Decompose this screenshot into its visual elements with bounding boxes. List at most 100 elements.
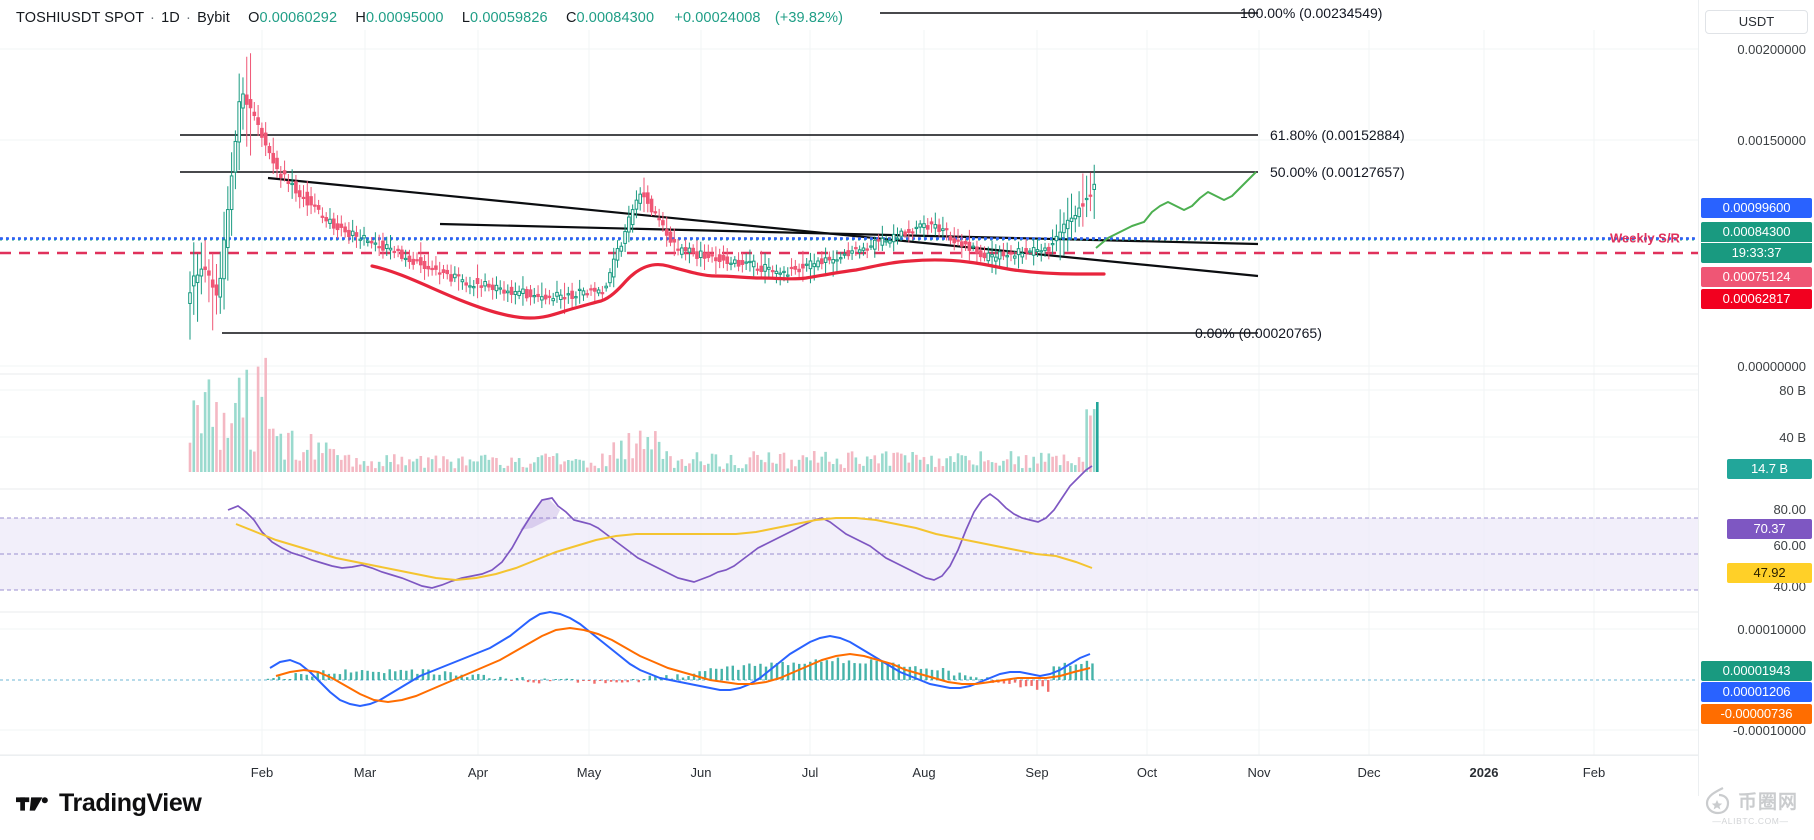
volume-bar	[287, 432, 290, 472]
volume-bar	[828, 461, 831, 472]
tradingview-wordmark: TradingView	[59, 789, 202, 817]
tradingview-logo[interactable]: TradingView	[16, 789, 202, 818]
macd-histogram-bar	[798, 663, 801, 680]
macd-histogram-bar	[615, 680, 618, 683]
candle-body	[1050, 243, 1055, 246]
candle-body	[963, 240, 968, 245]
candle-body	[854, 247, 858, 250]
candle-body	[339, 223, 344, 228]
macd-histogram-bar	[809, 661, 812, 680]
macd-histogram-bar	[1002, 680, 1006, 684]
legend-exchange[interactable]: Bybit	[197, 10, 230, 26]
volume-bar	[332, 449, 336, 472]
volume-bar	[1077, 457, 1081, 472]
macd-histogram-bar	[620, 680, 624, 683]
volume-bar	[986, 460, 990, 472]
candle-body	[279, 173, 283, 179]
rsi-value-badge[interactable]: 70.37	[1727, 519, 1812, 539]
volume-bar	[737, 468, 740, 472]
watermark-text-cn: 币圈网	[1737, 791, 1798, 813]
candle-body	[782, 270, 786, 274]
trendline-upper	[267, 176, 1259, 278]
macd-histogram-bar	[654, 675, 657, 680]
volume-bar	[990, 462, 994, 472]
volume-bar	[926, 464, 930, 472]
candle-body	[422, 260, 427, 270]
volume-bar	[514, 461, 517, 472]
macd-histogram-bar	[543, 678, 546, 680]
macd-histogram-bar	[488, 678, 491, 680]
rsi-ma-value-badge[interactable]: 47.92	[1727, 563, 1812, 583]
candle-body	[585, 293, 590, 296]
macd-signal-badge[interactable]: -0.00000736	[1701, 704, 1812, 724]
time-axis[interactable]: Feb Mar Apr May Jun Jul Aug Sep Oct Nov Dec 2026 Feb	[0, 755, 1698, 791]
macd-hist-badge[interactable]: 0.00001943	[1701, 661, 1812, 681]
last-price-badge[interactable]: 0.00084300	[1701, 222, 1812, 242]
countdown-badge: 19:33:37	[1701, 243, 1812, 263]
macd-histogram-bar	[366, 670, 369, 680]
volume-bar	[661, 458, 665, 472]
price-projection-line	[1095, 171, 1257, 249]
volume-bar	[869, 459, 873, 472]
currency-label[interactable]: USDT	[1705, 10, 1808, 34]
candle-body	[509, 286, 514, 295]
macd-histogram-bar	[1019, 680, 1022, 688]
volume-bar	[434, 455, 438, 472]
legend-interval[interactable]: 1D	[161, 10, 180, 26]
macd-histogram-bar	[311, 676, 314, 680]
candle-body	[483, 281, 487, 287]
candle-body	[1039, 250, 1044, 253]
candle-body	[691, 247, 695, 253]
candle-body	[638, 193, 643, 204]
candle-body	[286, 181, 291, 185]
volume-bar	[616, 458, 619, 472]
candle-body	[1031, 247, 1036, 256]
candle-body	[687, 247, 692, 253]
volume-bar	[672, 467, 676, 472]
volume-bar	[1051, 456, 1054, 472]
macd-histogram-bar	[831, 661, 834, 680]
rsi-tick: 60.00	[1773, 538, 1806, 553]
chart-plot-area[interactable]	[0, 0, 1698, 796]
candle-body	[524, 289, 529, 299]
volume-bar	[582, 460, 585, 472]
macd-line-badge[interactable]: 0.00001206	[1701, 682, 1812, 702]
volume-bar	[290, 430, 294, 472]
price-tick: 0.00150000	[1737, 133, 1806, 148]
price-axis[interactable]: USDT 0.00200000 0.00150000 0.00000000 0.…	[1698, 0, 1814, 796]
volume-bar	[351, 466, 354, 472]
candle-body	[1065, 219, 1070, 230]
macd-histogram-bar	[576, 680, 580, 683]
volume-value-badge[interactable]: 14.7 B	[1727, 459, 1812, 479]
macd-histogram-bar	[1024, 680, 1028, 687]
volume-bar	[899, 453, 903, 472]
macd-histogram-bar	[786, 665, 790, 680]
alert-price-badge[interactable]: 0.00062817	[1701, 289, 1812, 309]
time-tick-mar: Mar	[353, 765, 377, 780]
legend-close-key: C	[565, 10, 577, 26]
candle-body	[1005, 255, 1010, 258]
ma-red-badge[interactable]: 0.00075124	[1701, 267, 1812, 287]
macd-histogram-bar	[333, 673, 336, 680]
ma-price-badge[interactable]: 0.00099600	[1701, 198, 1812, 218]
volume-bar	[1089, 415, 1092, 472]
candle-body	[377, 246, 381, 249]
legend-symbol[interactable]: TOSHIUSDT SPOT	[16, 10, 144, 26]
volume-bar	[574, 459, 578, 472]
candle-body	[456, 274, 461, 277]
volume-bar	[517, 458, 521, 472]
candle-body	[721, 254, 726, 261]
macd-histogram-bar	[632, 679, 635, 680]
candle-body	[252, 111, 257, 117]
chart-legend: TOSHIUSDT SPOT · 1D · Bybit O0.00060292 …	[16, 10, 843, 26]
candle-body	[793, 265, 798, 270]
volume-bar	[495, 457, 498, 472]
volume-bar	[294, 459, 298, 472]
macd-histogram-bar	[443, 671, 447, 680]
volume-bar	[498, 464, 502, 472]
volume-bar	[612, 442, 616, 472]
volume-bar	[404, 465, 407, 472]
volume-bar	[873, 455, 877, 472]
legend-high-value: 0.00095000	[365, 10, 444, 26]
candle-body	[1024, 248, 1028, 253]
